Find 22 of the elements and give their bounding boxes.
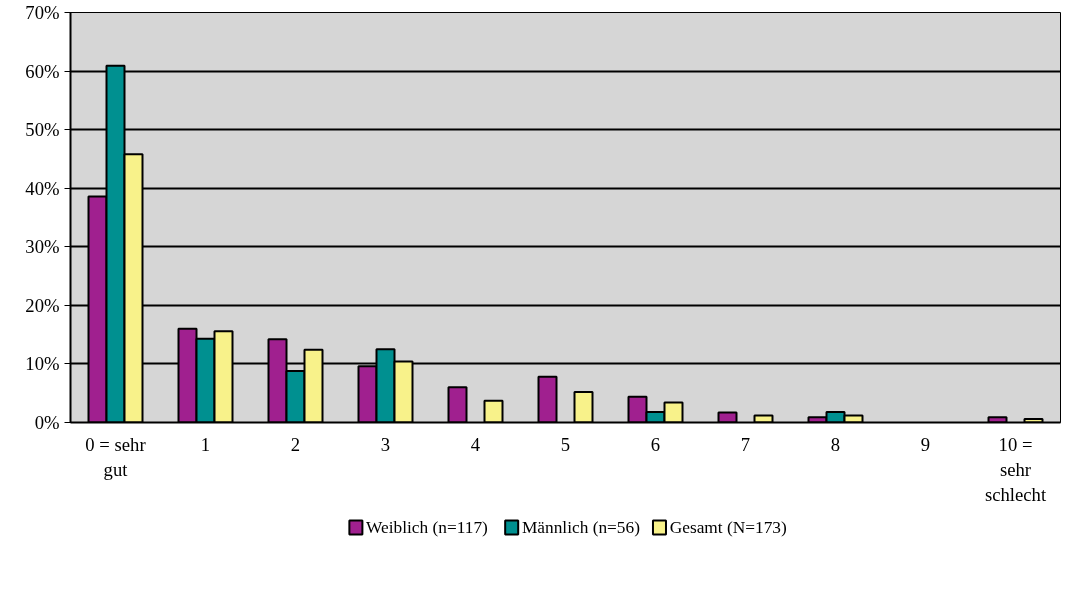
- x-tick-label: 4: [470, 433, 481, 455]
- y-tick-label: 10%: [25, 353, 60, 375]
- x-tick-label: 8: [830, 433, 841, 455]
- y-tick-label: 40%: [25, 177, 60, 199]
- y-tick-label: 70%: [25, 2, 60, 23]
- x-tick-label: 10 = sehr schlecht: [984, 433, 1047, 505]
- x-tick-label: 7: [740, 433, 751, 455]
- y-tick-label: 0%: [34, 412, 60, 433]
- legend-label: Gesamt (N=173): [669, 518, 788, 537]
- x-tick-label: 9: [920, 433, 931, 455]
- legend-label: Männlich (n=56): [521, 518, 641, 537]
- legend-label: Weiblich (n=117): [366, 518, 489, 537]
- x-tick-label: 5: [560, 433, 571, 455]
- y-tick-label: 60%: [25, 60, 60, 82]
- y-tick-label: 50%: [25, 119, 60, 141]
- x-tick-label: 0 = sehr gut: [85, 433, 147, 480]
- x-tick-label: 2: [290, 433, 301, 455]
- x-tick-label: 1: [200, 433, 211, 455]
- y-tick-label: 20%: [25, 294, 60, 316]
- y-tick-label: 30%: [25, 236, 60, 258]
- x-tick-label: 3: [380, 433, 391, 455]
- x-tick-label: 6: [650, 433, 661, 455]
